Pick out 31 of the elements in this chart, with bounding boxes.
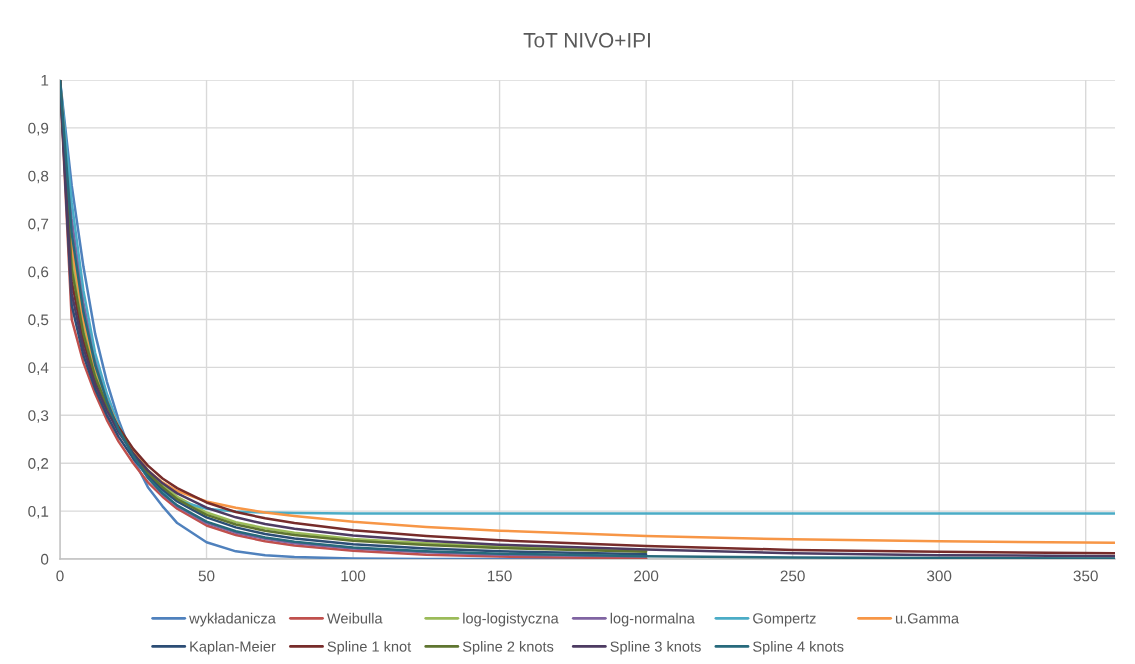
legend-label: Spline 1 knot: [327, 641, 412, 655]
legend-label: log-normalna: [610, 612, 695, 627]
legend-label: Spline 3 knots: [610, 641, 701, 655]
y-tick-label: 0: [40, 553, 49, 565]
y-tick-label: 0,4: [28, 362, 49, 375]
chart-title: ToT NIVO+IPI: [523, 32, 650, 48]
legend-label: Spline 2 knots: [462, 641, 554, 655]
y-tick-label: 0,5: [28, 314, 49, 327]
legend-label: wykładanicza: [189, 612, 276, 627]
y-tick-label: 0,7: [28, 218, 49, 232]
y-tick-label: 0,3: [28, 410, 49, 423]
x-tick-label: 300: [927, 570, 952, 582]
legend-label: Gompertz: [753, 613, 816, 627]
x-tick-label: 350: [1073, 570, 1098, 582]
x-tick-label: 50: [198, 570, 215, 582]
y-tick-label: 0,8: [28, 170, 49, 184]
y-tick-label: 0,9: [28, 122, 49, 136]
legend-label: Spline 4 knots: [753, 641, 844, 655]
x-tick-label: 0: [56, 570, 64, 582]
legend-label: u.Gamma: [895, 613, 960, 624]
y-tick-label: 0,1: [28, 505, 49, 519]
y-tick-label: 0,6: [28, 266, 49, 280]
x-tick-label: 250: [780, 570, 805, 582]
legend-label: log-logistyczna: [463, 612, 559, 627]
legend-label: Weibulla: [326, 612, 383, 624]
legend-label: Kaplan-Meier: [190, 641, 276, 655]
y-tick-label: 1: [41, 75, 49, 86]
x-tick-label: 100: [341, 570, 366, 582]
x-tick-label: 200: [634, 570, 659, 582]
x-tick-label: 150: [488, 570, 512, 582]
y-tick-label: 0,2: [28, 458, 49, 471]
